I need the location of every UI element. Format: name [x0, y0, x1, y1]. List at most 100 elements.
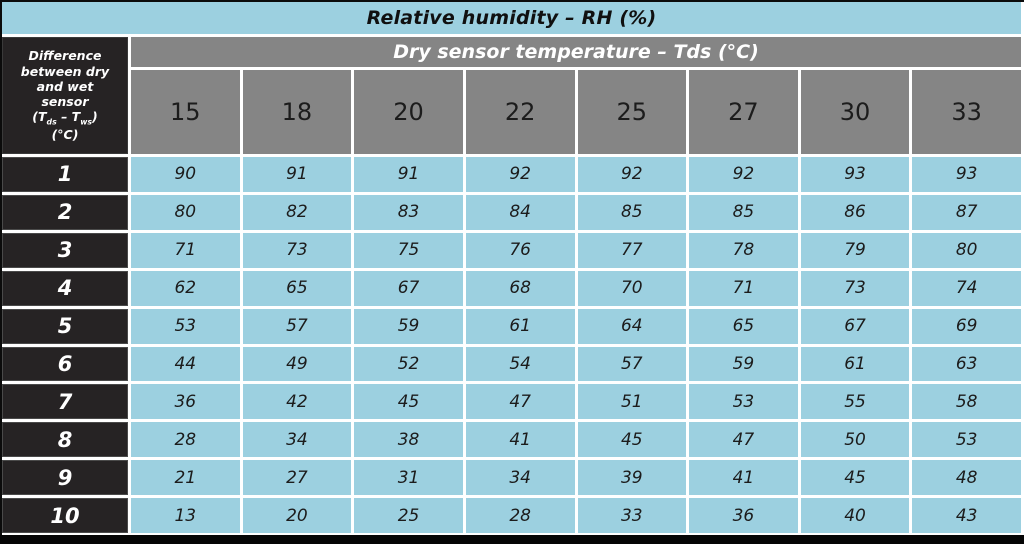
rh-value-cell: 62: [131, 270, 240, 306]
rh-value-cell: 45: [800, 460, 910, 496]
rh-value-cell: 53: [131, 308, 240, 344]
rh-value-cell: 51: [577, 384, 687, 420]
column-header-tds-22: 22: [465, 70, 575, 154]
row-header-diff-1: 1: [2, 157, 128, 192]
rh-value-cell: 28: [465, 498, 575, 533]
rh-value-cell: 93: [800, 157, 910, 192]
table-grid: Relative humidity – RH (%) Difference be…: [2, 2, 1021, 533]
rh-value-cell: 34: [465, 460, 575, 496]
row-header-diff-9: 9: [2, 460, 128, 496]
rh-value-cell: 48: [912, 460, 1021, 496]
rh-value-cell: 41: [689, 460, 798, 496]
rh-value-cell: 45: [354, 384, 463, 420]
rh-value-cell: 76: [465, 232, 575, 268]
rh-value-cell: 84: [465, 194, 575, 230]
row-header-diff-2: 2: [2, 194, 128, 230]
rh-value-cell: 45: [577, 422, 687, 458]
rh-value-cell: 61: [465, 308, 575, 344]
rh-value-cell: 71: [689, 270, 798, 306]
column-header-tds-30: 30: [800, 70, 910, 154]
rh-value-cell: 49: [242, 346, 352, 382]
rh-value-cell: 92: [465, 157, 575, 192]
rh-value-cell: 58: [912, 384, 1021, 420]
rh-value-cell: 82: [242, 194, 352, 230]
rh-value-cell: 80: [912, 232, 1021, 268]
row-header-diff-10: 10: [2, 498, 128, 533]
rh-value-cell: 68: [465, 270, 575, 306]
rh-value-cell: 90: [131, 157, 240, 192]
rh-value-cell: 79: [800, 232, 910, 268]
rh-value-cell: 75: [354, 232, 463, 268]
rh-value-cell: 77: [577, 232, 687, 268]
rh-value-cell: 47: [465, 384, 575, 420]
column-header-tds-20: 20: [354, 70, 463, 154]
rh-value-cell: 93: [912, 157, 1021, 192]
corner-unit: (°C): [51, 127, 79, 143]
rh-value-cell: 27: [242, 460, 352, 496]
corner-header-difference: Difference between dry and wet sensor (T…: [2, 37, 128, 154]
rh-value-cell: 39: [577, 460, 687, 496]
column-header-tds-18: 18: [242, 70, 352, 154]
rh-value-cell: 25: [354, 498, 463, 533]
rh-value-cell: 80: [131, 194, 240, 230]
corner-line: between dry: [20, 63, 110, 79]
rh-value-cell: 59: [689, 346, 798, 382]
column-group-header: Dry sensor temperature – Tds (°C): [131, 37, 1021, 67]
rh-value-cell: 20: [242, 498, 352, 533]
rh-value-cell: 67: [354, 270, 463, 306]
corner-line: and wet: [36, 78, 94, 94]
rh-value-cell: 31: [354, 460, 463, 496]
rh-value-cell: 65: [242, 270, 352, 306]
rh-value-cell: 52: [354, 346, 463, 382]
rh-value-cell: 83: [354, 194, 463, 230]
column-header-tds-25: 25: [577, 70, 687, 154]
rh-value-cell: 92: [577, 157, 687, 192]
column-header-tds-15: 15: [131, 70, 240, 154]
rh-value-cell: 21: [131, 460, 240, 496]
rh-value-cell: 70: [577, 270, 687, 306]
rh-value-cell: 92: [689, 157, 798, 192]
row-header-diff-7: 7: [2, 384, 128, 420]
rh-value-cell: 65: [689, 308, 798, 344]
rh-value-cell: 50: [800, 422, 910, 458]
rh-value-cell: 73: [242, 232, 352, 268]
rh-value-cell: 61: [800, 346, 910, 382]
rh-value-cell: 85: [577, 194, 687, 230]
rh-value-cell: 71: [131, 232, 240, 268]
rh-value-cell: 36: [689, 498, 798, 533]
rh-value-cell: 42: [242, 384, 352, 420]
column-header-tds-27: 27: [689, 70, 798, 154]
row-header-diff-6: 6: [2, 346, 128, 382]
corner-line: sensor: [41, 94, 89, 110]
rh-value-cell: 54: [465, 346, 575, 382]
rh-value-cell: 47: [689, 422, 798, 458]
rh-value-cell: 85: [689, 194, 798, 230]
row-header-diff-4: 4: [2, 270, 128, 306]
corner-formula: (Tds – Tws): [32, 109, 98, 127]
rh-value-cell: 44: [131, 346, 240, 382]
rh-value-cell: 87: [912, 194, 1021, 230]
column-header-tds-33: 33: [912, 70, 1021, 154]
rh-value-cell: 40: [800, 498, 910, 533]
rh-value-cell: 28: [131, 422, 240, 458]
rh-value-cell: 64: [577, 308, 687, 344]
rh-value-cell: 91: [354, 157, 463, 192]
row-header-diff-8: 8: [2, 422, 128, 458]
rh-value-cell: 91: [242, 157, 352, 192]
rh-value-cell: 53: [912, 422, 1021, 458]
rh-value-cell: 86: [800, 194, 910, 230]
rh-value-cell: 69: [912, 308, 1021, 344]
rh-value-cell: 57: [242, 308, 352, 344]
rh-value-cell: 36: [131, 384, 240, 420]
rh-value-cell: 34: [242, 422, 352, 458]
rh-value-cell: 53: [689, 384, 798, 420]
row-header-diff-3: 3: [2, 232, 128, 268]
rh-value-cell: 41: [465, 422, 575, 458]
rh-value-cell: 63: [912, 346, 1021, 382]
table-title: Relative humidity – RH (%): [2, 2, 1021, 34]
rh-value-cell: 57: [577, 346, 687, 382]
rh-value-cell: 13: [131, 498, 240, 533]
rh-value-cell: 73: [800, 270, 910, 306]
